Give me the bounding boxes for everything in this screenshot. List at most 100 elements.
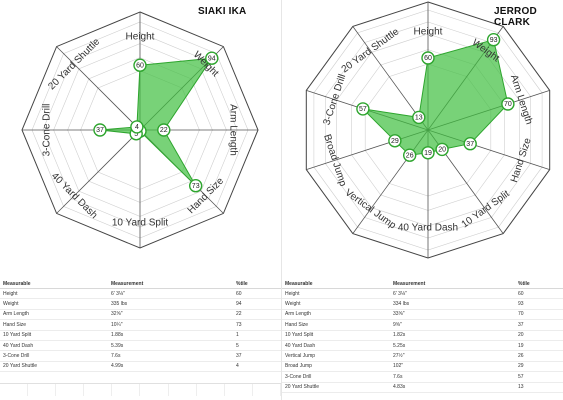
percentile-cell: 60 <box>233 288 281 300</box>
data-label: 26 <box>406 152 414 159</box>
measurement-cell: 335 lbs <box>108 298 233 310</box>
measurement-header: Measurement <box>390 279 515 289</box>
table-row: 20 Yard Shuttle 4.83s 13 <box>282 382 563 393</box>
measurement-header: Measurement <box>108 279 233 289</box>
data-point <box>412 110 426 125</box>
measurable-header: Measurable <box>282 279 390 289</box>
table-row: 3-Cone Drill 7.6s 57 <box>282 371 563 383</box>
data-label: 60 <box>136 62 144 69</box>
measurement-cell: 4.83s <box>390 382 515 393</box>
data-label: 37 <box>96 127 104 134</box>
measurables-table: Measurable Measurement %tile Height 6' 3⅛… <box>282 279 563 393</box>
data-point <box>421 146 435 160</box>
measurement-cell: 7.6s <box>390 371 515 383</box>
radar-spoke <box>56 129 141 214</box>
measurable-cell: 10 Yard Split <box>0 330 108 341</box>
measurement-cell: 102" <box>390 361 515 373</box>
table-row: 20 Yard Shuttle 4.99s 4 <box>0 361 281 373</box>
data-point <box>188 178 203 193</box>
percentile-cell: 1 <box>233 330 281 341</box>
table-row: 10 Yard Split 1.88s 1 <box>0 330 281 341</box>
measurable-cell: Arm Length <box>0 309 108 321</box>
percentile-cell: 29 <box>515 361 563 373</box>
measurement-cell: 10¼" <box>108 319 233 331</box>
data-point <box>205 51 219 65</box>
measurement-cell: 9⅝" <box>390 319 515 331</box>
table-row: Weight 334 lbs 93 <box>282 298 563 310</box>
axis-label: Arm Length <box>227 104 238 156</box>
measurable-cell: Broad Jump <box>282 361 390 373</box>
data-label: 60 <box>424 55 432 62</box>
measurable-cell: 3-Cone Drill <box>0 350 108 362</box>
measurable-cell: 10 Yard Split <box>282 330 390 341</box>
right-player-panel: Height Weight Arm Length Hand Size 10 Yard S… <box>282 0 563 400</box>
data-label: 13 <box>415 115 423 122</box>
percentile-cell: 22 <box>233 309 281 321</box>
measurement-cell: 1.82s <box>390 330 515 341</box>
percentile-cell: 94 <box>233 298 281 310</box>
measurable-cell: 3-Cone Drill <box>282 371 390 383</box>
measurement-cell: 7.6s <box>108 350 233 362</box>
data-label: 20 <box>438 147 446 154</box>
radar-spoke <box>56 46 141 131</box>
percentile-cell: 73 <box>233 319 281 331</box>
percentile-cell: 70 <box>515 309 563 321</box>
percentile-header: %tile <box>233 279 281 289</box>
percentile-cell: 93 <box>515 298 563 310</box>
percentile-cell: 37 <box>233 350 281 362</box>
measurable-cell: Vertical Jump <box>282 350 390 362</box>
measurement-cell: 6' 3⅛" <box>108 288 233 300</box>
data-label: 73 <box>192 183 200 190</box>
measurable-cell: 20 Yard Shuttle <box>0 361 108 373</box>
data-point <box>501 97 515 111</box>
measurable-cell: Hand Size <box>0 319 108 331</box>
measurable-cell: Hand Size <box>282 319 390 331</box>
data-point <box>133 58 147 72</box>
data-point <box>463 136 477 151</box>
measurement-cell: 4.99s <box>108 361 233 373</box>
data-point <box>93 123 107 137</box>
data-point <box>402 148 417 162</box>
table-row: Hand Size 9⅝" 37 <box>282 319 563 331</box>
chart-title: JERROD CLARK <box>494 6 537 28</box>
data-point <box>388 134 402 148</box>
percentile-cell: 13 <box>515 382 563 393</box>
axis-label: 40 Yard Dash <box>398 223 458 234</box>
measurables-table: Measurable Measurement %tile Height 6' 3⅛… <box>0 279 281 373</box>
data-label: 29 <box>391 138 399 145</box>
measurable-cell: Weight <box>0 298 108 310</box>
measurement-cell: 1.88s <box>108 330 233 341</box>
measurable-cell: 40 Yard Dash <box>0 340 108 352</box>
data-label: 19 <box>424 150 432 157</box>
measurable-cell: 40 Yard Dash <box>282 340 390 352</box>
data-point <box>157 123 171 137</box>
table-row: Height 6' 3⅛" 60 <box>282 288 563 300</box>
data-label: 4 <box>135 124 139 131</box>
percentile-header: %tile <box>515 279 563 289</box>
table-row: 40 Yard Dash 5.39s 5 <box>0 340 281 352</box>
table-row: 3-Cone Drill 7.6s 37 <box>0 350 281 362</box>
table-row: 40 Yard Dash 5.25s 19 <box>282 340 563 352</box>
measurement-cell: 334 lbs <box>390 298 515 310</box>
measurement-cell: 6' 3⅛" <box>390 288 515 300</box>
percentile-cell: 4 <box>233 361 281 373</box>
table-bottom-rule <box>0 383 281 384</box>
measurable-cell: Arm Length <box>282 309 390 321</box>
percentile-cell: 26 <box>515 350 563 362</box>
left-player-panel: Height Weight Arm Length Hand Size 10 Yard S… <box>0 0 281 400</box>
data-label: 57 <box>359 106 367 113</box>
table-row: Arm Length 33⅝" 70 <box>282 309 563 321</box>
measurable-cell: Height <box>0 288 108 300</box>
table-row: 10 Yard Split 1.82s 20 <box>282 330 563 341</box>
measurement-cell: 27½" <box>390 350 515 362</box>
panel-divider <box>281 0 282 400</box>
measurement-cell: 33⅝" <box>390 309 515 321</box>
table-header-row: Measurable Measurement %tile <box>282 279 563 289</box>
data-label: 5 <box>134 131 138 138</box>
table-footer-ticks <box>0 384 281 396</box>
data-label: 94 <box>208 55 216 62</box>
data-label: 22 <box>160 127 168 134</box>
table-header-row: Measurable Measurement %tile <box>0 279 281 289</box>
